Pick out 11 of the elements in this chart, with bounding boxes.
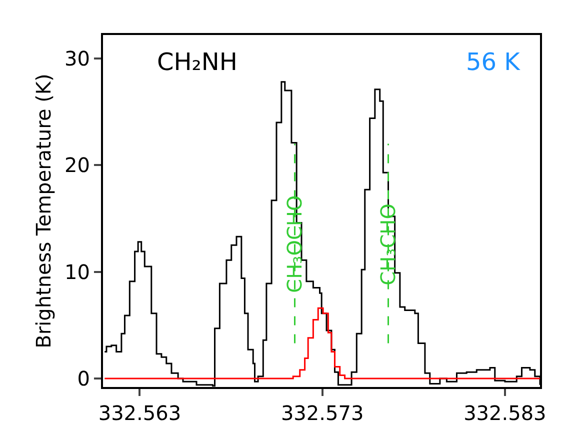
annotation: CH₂NH [157, 48, 238, 76]
x-tick-label: 332.583 [464, 401, 546, 425]
y-tick-label: 30 [64, 46, 90, 70]
x-tick-label: 332.573 [280, 401, 364, 425]
y-tick-label: 20 [64, 153, 90, 178]
x-tick-label: 332.563 [98, 401, 182, 425]
y-tick-label: 0 [77, 366, 90, 390]
y-axis-title: Brightness Temperature (K) [32, 74, 56, 348]
annotation: 56 K [466, 48, 522, 76]
ref-line-label: CH₃OCHO [282, 195, 307, 293]
y-tick-label: 10 [64, 260, 90, 284]
